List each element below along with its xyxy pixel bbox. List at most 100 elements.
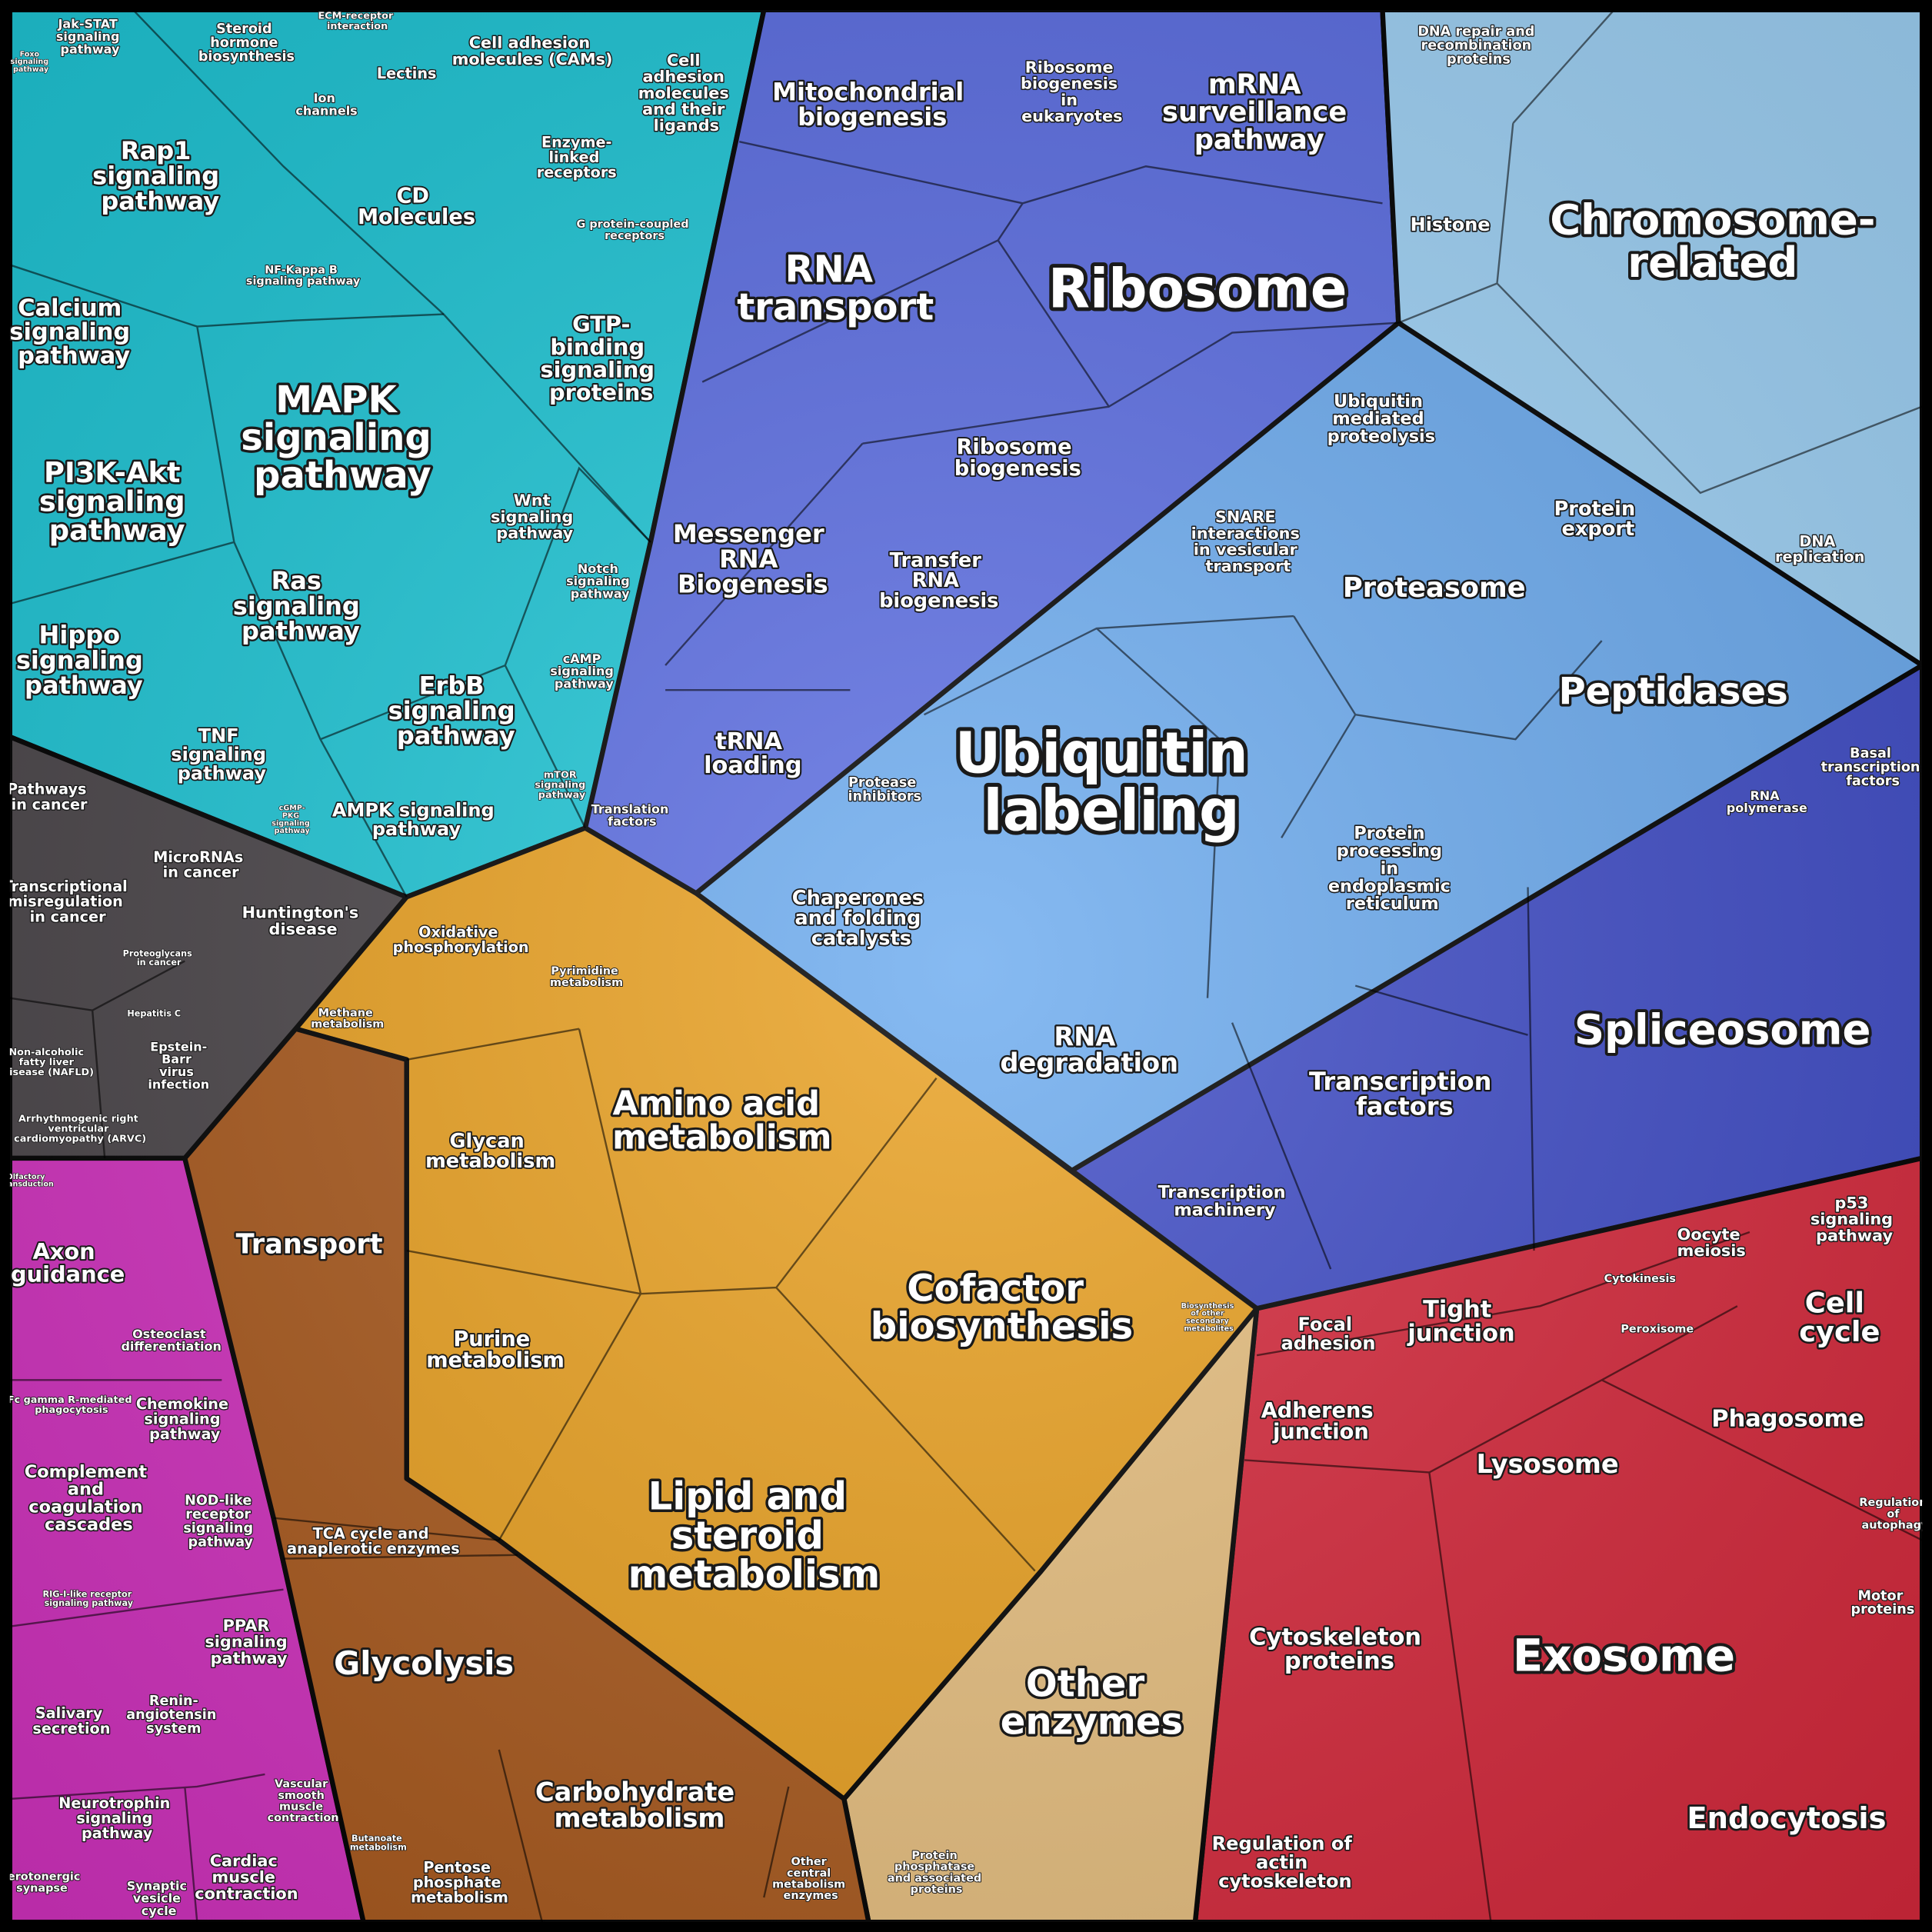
region-label: Histone xyxy=(1411,214,1491,235)
region-label: Purine metabolism xyxy=(426,1327,565,1372)
region-label: Other central metabolism enzymes xyxy=(772,1856,849,1902)
cell-border xyxy=(9,264,651,898)
cell-border xyxy=(132,8,651,543)
region-label: CD Molecules xyxy=(358,184,475,229)
region-label: Neurotrophin signaling pathway xyxy=(58,1794,175,1842)
region-label: Complement and coagulation cascades xyxy=(25,1461,153,1534)
region-label: Non-alcoholic fatty liver disease (NAFLD… xyxy=(2,1046,94,1078)
region-label: Pathways in cancer xyxy=(7,780,92,813)
region-label: Hippo signaling pathway xyxy=(16,621,152,700)
region-label: Tight junction xyxy=(1406,1296,1514,1347)
region-label: Chemokine signaling pathway xyxy=(136,1394,234,1442)
shading xyxy=(9,9,1923,1923)
region-label: Glycolysis xyxy=(334,1644,514,1682)
region-label: Wnt signaling pathway xyxy=(491,491,579,542)
region-label: Chromosome-related xyxy=(1550,195,1875,288)
region-label: Protease inhibitors xyxy=(848,775,921,804)
region-label: mTOR signaling pathway xyxy=(535,769,588,801)
region-label: Jak-STAT signaling pathway xyxy=(56,16,124,56)
region-label: Cell cycle xyxy=(1799,1286,1880,1348)
region-label: Fc gamma R-mediated phagocytosis xyxy=(8,1394,135,1415)
region-label: Synaptic vesicle cycle xyxy=(127,1878,192,1918)
region-label: Transport xyxy=(236,1229,383,1261)
region-label: Arrhythmogenic right ventricular cardiom… xyxy=(14,1113,146,1144)
cell-border xyxy=(1231,887,1535,1270)
region-label: Translation factors xyxy=(591,801,673,828)
region-label: Ubiquitin mediated proteolysis xyxy=(1327,391,1435,446)
region-label: Adherens junction xyxy=(1261,1398,1381,1444)
region-label: Salivary secretion xyxy=(32,1704,110,1737)
region-label: Protein processing in endoplasmic reticu… xyxy=(1328,823,1457,914)
region-label: Osteoclast differentiation xyxy=(121,1326,221,1353)
region-label: Foxo signaling pathway xyxy=(11,50,52,74)
region-label: Glycan metabolism xyxy=(425,1130,555,1173)
region-label: Olfactory transduction xyxy=(1,1173,54,1189)
region-label: Lectins xyxy=(377,65,437,82)
cell-border xyxy=(1244,1231,1923,1923)
region-label: Peptidases xyxy=(1558,670,1787,713)
cell-border xyxy=(1397,9,1923,495)
region-label: tRNA loading xyxy=(704,728,802,778)
region-label: Transcriptional misregulation in cancer xyxy=(3,878,133,925)
region-label: Ubiquitin labeling xyxy=(955,721,1268,844)
region-label: Pyrimidine metabolism xyxy=(550,965,623,989)
region-label: Ribosome biogenesis in eukaryotes xyxy=(1021,58,1123,125)
region-label: Lipid and steroid metabolism xyxy=(628,1474,881,1596)
region-label: Proteasome xyxy=(1343,572,1526,604)
region-label: ErbB signaling pathway xyxy=(388,671,524,750)
region-label: Phagosome xyxy=(1711,1405,1864,1432)
region-label: Regulation of actin cytoskeleton xyxy=(1212,1833,1358,1892)
region-label: Messenger RNA Biogenesis xyxy=(673,519,833,598)
region-label: Motor proteins xyxy=(1851,1588,1915,1617)
region-label: Rap1 signaling pathway xyxy=(92,136,228,215)
region-label: Other enzymes xyxy=(1001,1663,1183,1744)
region-label: RIG-I-like receptor signaling pathway xyxy=(43,1590,135,1608)
region-label: Enzyme-linked receptors xyxy=(537,133,617,181)
region-label: Cofactor biosynthesis xyxy=(871,1267,1133,1347)
region-label: DNA replication xyxy=(1775,532,1864,565)
region-label: Oxidative phosphorylation xyxy=(393,923,529,956)
region-label: GTP-binding signaling proteins xyxy=(540,311,662,405)
region-label: Chaperones and folding catalysts xyxy=(792,887,931,950)
region-label: Butanoate metabolism xyxy=(350,1834,407,1852)
region-label: Cytokinesis xyxy=(1604,1273,1676,1285)
region-label: TCA cycle and anaplerotic enzymes xyxy=(287,1524,459,1557)
region-label: NF-Kappa B signaling pathway xyxy=(246,265,361,288)
region-label: Cardiac muscle contraction xyxy=(195,1851,298,1902)
region-label: Serotonergic synapse xyxy=(0,1871,84,1895)
region-label: Amino acid metabolism xyxy=(612,1084,831,1157)
region-label: Ion channels xyxy=(295,91,357,118)
region-label: NOD-like receptor signaling pathway xyxy=(183,1494,258,1551)
region-label: Endocytosis xyxy=(1687,1801,1886,1836)
region-label: Transcription factors xyxy=(1309,1067,1501,1121)
cell-border xyxy=(665,141,1399,691)
region-label: Calcium signaling pathway xyxy=(9,295,138,369)
region-label: RNA transport xyxy=(737,248,934,329)
region-label: cAMP signaling pathway xyxy=(550,651,618,691)
region-label: Mitochondrial biogenesis xyxy=(772,77,972,132)
region-label: Lysosome xyxy=(1477,1448,1619,1478)
cell-border xyxy=(406,1028,1036,1572)
region-label: Cell adhesion molecules (CAMs) xyxy=(452,34,613,68)
cell-border xyxy=(923,615,1603,998)
region-label: Protein export xyxy=(1554,498,1643,541)
shade-overlay xyxy=(9,9,1923,1923)
region-label: Renin-angiotensin system xyxy=(126,1694,221,1737)
region-label: p53 signaling pathway xyxy=(1810,1194,1899,1244)
region-label: Ribosome xyxy=(1048,257,1347,320)
region-label: Spliceosome xyxy=(1574,1005,1871,1054)
region-label: Transfer RNA biogenesis xyxy=(879,549,998,612)
region-label: RNA polymerase xyxy=(1727,788,1807,814)
region-label: Notch signaling pathway xyxy=(566,561,634,601)
region-label: Pentose phosphate metabolism xyxy=(411,1858,508,1906)
region-label: Cell adhesion molecules and their ligand… xyxy=(638,51,734,135)
region-label: G protein-coupled receptors xyxy=(577,218,693,242)
region-label: Proteoglycans in cancer xyxy=(123,949,195,968)
region-label: Oocyte meiosis xyxy=(1677,1225,1746,1260)
region-label: Focal adhesion xyxy=(1281,1314,1376,1354)
region-label: Hepatitis C xyxy=(127,1008,181,1018)
region-label: Steroid hormone biosynthesis xyxy=(198,22,295,65)
